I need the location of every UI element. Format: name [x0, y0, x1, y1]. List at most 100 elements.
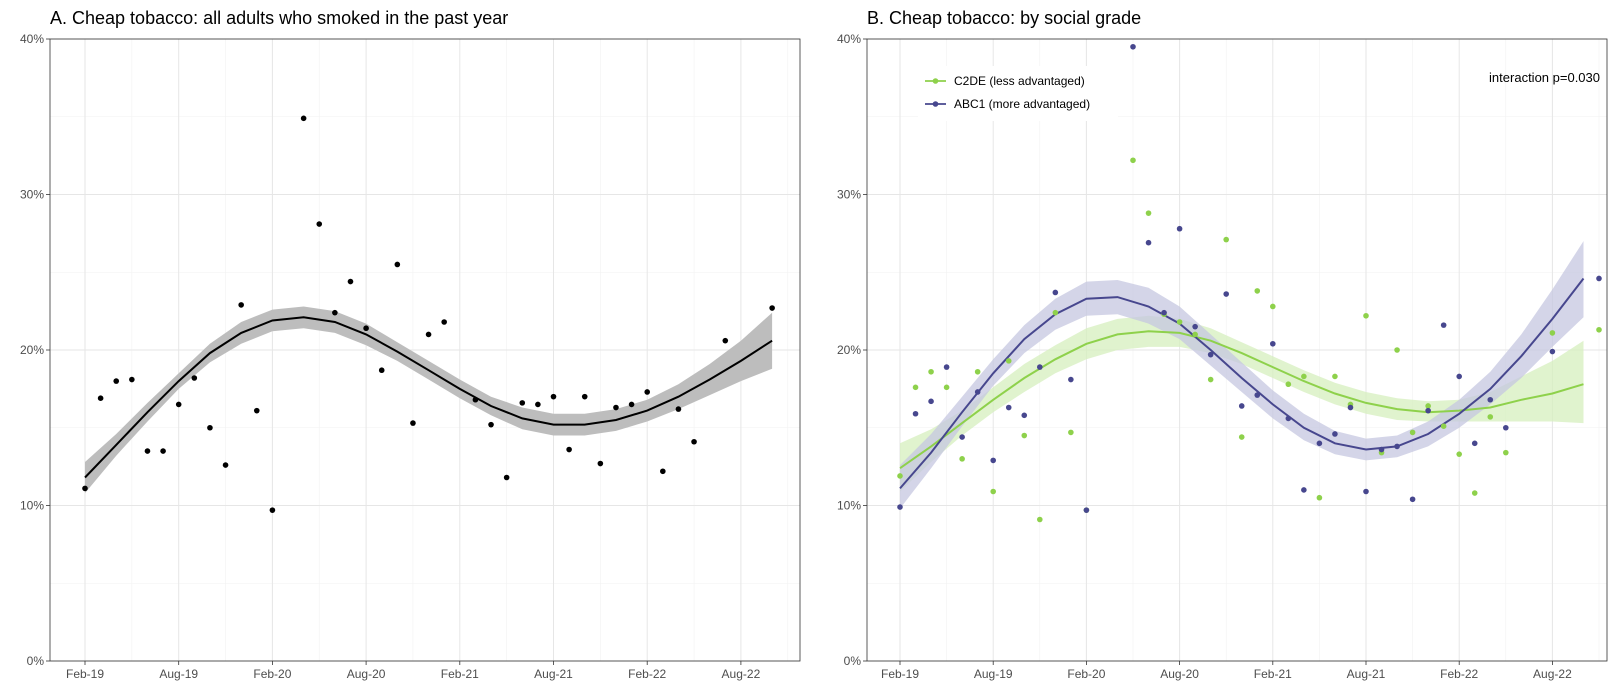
- data-point: [472, 396, 479, 403]
- data-point: [1238, 403, 1245, 409]
- data-point: [82, 485, 88, 492]
- data-point: [238, 302, 244, 308]
- x-tick-label: Aug-20: [1160, 667, 1199, 681]
- data-point: [503, 474, 510, 481]
- data-point: [1223, 291, 1229, 297]
- data-point: [1223, 236, 1229, 243]
- data-point: [1021, 412, 1028, 419]
- interaction-annotation: interaction p=0.030: [1489, 70, 1600, 85]
- y-tick-label: 30%: [20, 188, 44, 202]
- legend-key-point: [932, 78, 939, 84]
- x-tick-label: Feb-19: [881, 667, 919, 681]
- panel-b-title: B. Cheap tobacco: by social grade: [867, 8, 1142, 28]
- x-tick-label: Feb-20: [1067, 667, 1105, 681]
- x-tick-label: Aug-22: [722, 667, 761, 681]
- data-point: [488, 421, 494, 428]
- data-point: [144, 448, 151, 454]
- data-point: [769, 305, 775, 311]
- data-point: [410, 420, 416, 426]
- data-point: [1456, 451, 1462, 457]
- data-point: [1145, 210, 1152, 216]
- data-point: [1161, 309, 1167, 316]
- data-point: [519, 400, 526, 406]
- data-point: [1021, 432, 1028, 439]
- data-point: [1440, 423, 1447, 429]
- data-point: [222, 462, 229, 468]
- x-tick-label: Feb-22: [628, 667, 666, 681]
- y-tick-label: 10%: [20, 499, 44, 513]
- data-point: [1456, 373, 1462, 380]
- data-point: [1378, 446, 1385, 453]
- panel-a-title: A. Cheap tobacco: all adults who smoked …: [50, 8, 509, 28]
- x-tick-label: Feb-20: [253, 667, 291, 681]
- data-point: [316, 221, 323, 227]
- data-point: [253, 407, 260, 414]
- data-point: [897, 504, 903, 510]
- data-point: [959, 434, 965, 440]
- data-point: [332, 309, 338, 316]
- data-point: [1363, 488, 1369, 495]
- data-point: [660, 468, 666, 475]
- legend-key-point: [932, 101, 939, 107]
- panel-b: 0% 10% 20% 30% 40% Feb-19 Aug-19 Feb-20 Aug-20 Fe…: [837, 32, 1608, 681]
- data-point: [1394, 347, 1400, 353]
- data-point: [1549, 330, 1556, 336]
- x-tick-label: Aug-21: [534, 667, 573, 681]
- data-point: [300, 115, 307, 122]
- data-point: [425, 331, 432, 338]
- data-point: [1130, 43, 1136, 50]
- data-point: [1052, 289, 1059, 296]
- x-tick-label: Aug-21: [1347, 667, 1386, 681]
- data-point: [1052, 309, 1059, 316]
- legend: C2DE (less advantaged) ABC1 (more advanta…: [918, 66, 1118, 121]
- data-point: [1487, 414, 1494, 420]
- data-point: [347, 278, 354, 285]
- y-tick-label: 40%: [837, 32, 861, 46]
- data-point: [1207, 351, 1214, 358]
- data-point: [441, 319, 447, 325]
- y-tick-label: 0%: [27, 654, 45, 668]
- data-point: [1037, 364, 1043, 370]
- x-tick-label: Feb-21: [441, 667, 479, 681]
- panel-a: 0% 10% 20% 30% 40% Feb-19 Aug-19 Feb-20 Aug-20 Fe…: [20, 32, 801, 681]
- data-point: [675, 406, 682, 412]
- data-point: [1176, 225, 1183, 232]
- confidence-band-2: [900, 241, 1584, 509]
- data-point: [566, 446, 572, 453]
- data-point: [1005, 358, 1012, 364]
- data-point: [1425, 403, 1431, 409]
- data-point: [581, 393, 588, 400]
- data-point: [378, 367, 385, 374]
- x-tick-label: Aug-22: [1533, 667, 1572, 681]
- data-point: [912, 410, 919, 417]
- trend-line-1: [84, 316, 773, 479]
- data-point: [1316, 440, 1323, 447]
- x-tick-label: Aug-20: [347, 667, 386, 681]
- legend-background: [918, 66, 1118, 121]
- data-point: [129, 376, 135, 383]
- data-point: [1285, 415, 1292, 422]
- data-point: [1471, 490, 1478, 496]
- data-point: [1394, 443, 1400, 450]
- data-point: [691, 438, 697, 445]
- x-tick-label: Feb-19: [66, 667, 104, 681]
- data-point: [1409, 429, 1416, 436]
- data-point: [1145, 239, 1152, 246]
- data-point: [1332, 373, 1338, 380]
- data-point: [943, 364, 950, 370]
- data-point: [943, 384, 950, 391]
- data-point: [1301, 487, 1307, 493]
- data-point: [1409, 496, 1416, 503]
- x-tick-label: Aug-19: [974, 667, 1013, 681]
- data-point: [722, 337, 729, 344]
- data-point: [928, 368, 934, 375]
- data-point: [550, 393, 557, 400]
- confidence-band-1: [900, 315, 1584, 492]
- trend-line-1: [899, 330, 1584, 470]
- x-tick-label: Feb-21: [1254, 667, 1292, 681]
- data-point: [1130, 157, 1136, 164]
- data-point: [1270, 340, 1276, 347]
- data-point: [1347, 404, 1354, 411]
